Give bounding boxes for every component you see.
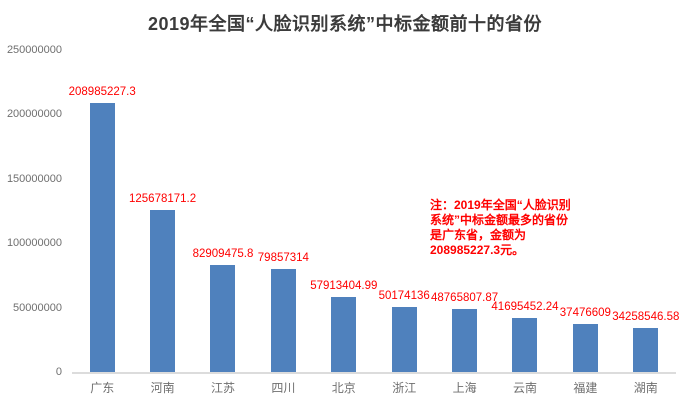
y-axis-tick-label: 50000000 [13,301,62,314]
annotation-note: 注：2019年全国“人脸识别系统”中标金额最多的省份是广东省，金额为208985… [430,198,571,257]
bar-江苏 [210,265,236,372]
bar-slot: 48765807.87 [431,50,498,372]
y-axis-tick-label: 250000000 [6,44,62,56]
bar-data-label: 57913404.99 [310,280,378,293]
x-axis-label-四川: 四川 [271,381,296,395]
x-axis-label-广东: 广东 [90,381,115,395]
x-axis-label-浙江: 浙江 [392,381,417,395]
bar-slot: 50174136 [374,50,434,372]
bar-slot: 57913404.99 [310,50,377,372]
x-axis-label-福建: 福建 [573,381,598,395]
y-axis: 0 50000000 100000000 150000000 200000000 2500… [0,44,64,378]
y-axis-tick-label: 100000000 [6,237,62,250]
bar-slot: 125678171.2 [129,50,196,372]
bar-云南 [512,318,538,372]
x-axis-label-北京: 北京 [331,381,356,395]
bar-data-label: 34258546.58 [612,310,680,323]
x-axis-label-河南: 河南 [150,381,175,395]
bar-data-label: 82909475.8 [192,248,254,261]
bar-slot: 79857314 [253,50,313,372]
bar-slot: 41695452.24 [491,50,559,372]
bar-浙江 [391,307,417,372]
x-axis-label-江苏: 江苏 [210,381,235,395]
bar-河南 [150,210,176,372]
x-axis-label-湖南: 湖南 [633,381,658,395]
x-axis-label-云南: 云南 [512,381,537,395]
y-axis-tick-label: 150000000 [6,172,62,185]
bar-slot: 37476609 [555,50,615,372]
bar-data-label: 37476609 [559,306,611,319]
y-axis-tick-label: 0 [55,366,62,378]
bar-data-label: 50174136 [378,290,430,303]
bar-data-label: 41695452.24 [491,301,559,314]
y-axis-tick-label: 200000000 [6,108,62,121]
bar-data-label: 48765807.87 [431,292,499,305]
bar-湖南 [633,327,659,372]
bar-上海 [452,309,478,372]
bar-四川 [270,269,296,372]
bar-广东 [89,102,115,372]
bar-slot: 208985227.3 [69,50,136,372]
chart-title: 2019年全国“人脸识别系统”中标金额前十的省份 [147,14,543,34]
x-axis-labels: 广东 河南 江苏 四川 北京 浙江 上海 云南 福建 湖南 [72,379,676,397]
bar-slot: 82909475.8 [193,50,253,372]
bar-data-label: 125678171.2 [129,193,197,206]
bar-slot: 34258546.58 [612,50,679,372]
bar-data-label: 208985227.3 [68,85,136,98]
bar-福建 [572,323,598,372]
bar-data-label: 79857314 [257,252,309,265]
plot-area: 208985227.3 125678171.2 82909475.8 79857314… [69,50,679,374]
x-axis-label-上海: 上海 [452,381,477,395]
bar-北京 [331,297,357,372]
